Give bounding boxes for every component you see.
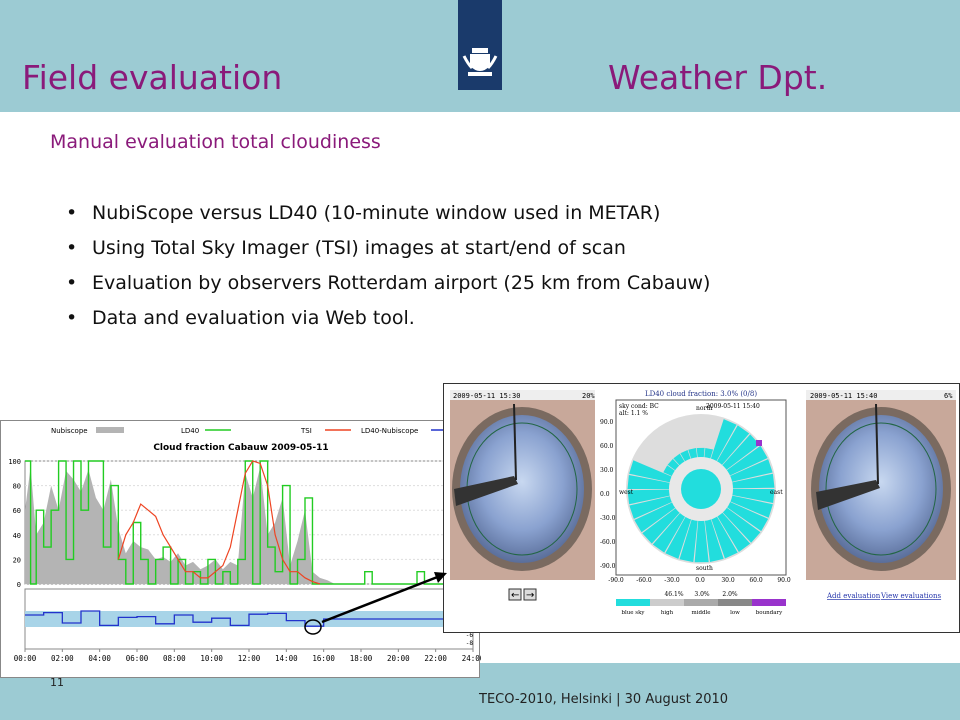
blue-sky-sector <box>694 489 709 563</box>
polar-x-tick: 60.0 <box>749 577 763 584</box>
tsi-left-image: 2009-05-11 15:30 20% <box>450 390 595 580</box>
legend-percent: 2.0% <box>722 591 738 598</box>
department-title: Weather Dpt. <box>608 58 828 97</box>
polar-y-tick: -90.0 <box>600 563 616 570</box>
slide-title: Field evaluation <box>22 58 283 97</box>
tsi-right-zoom: 6% <box>944 392 953 400</box>
page-number: 11 <box>50 676 64 689</box>
tsi-nav-buttons: ← → <box>508 588 537 601</box>
polar-y-tick: -30.0 <box>600 515 616 522</box>
east-label: east <box>770 489 783 496</box>
legend-color-cell <box>616 599 650 606</box>
x-tick-label: 08:00 <box>163 654 186 663</box>
bullet-list: NubiScope versus LD40 (10-minute window … <box>60 202 710 342</box>
legend-color-cell <box>684 599 718 606</box>
legend-category-label: blue sky <box>621 610 645 616</box>
previous-button[interactable] <box>508 588 522 601</box>
legend-swatch <box>96 427 124 433</box>
series-ld40-line <box>25 460 473 585</box>
polar-y-tick: -60.0 <box>600 539 616 546</box>
legend-category-label: high <box>661 610 674 616</box>
series-nubiscope-area <box>25 467 473 584</box>
tsi-right-timestamp: 2009-05-11 15:40 <box>810 392 877 400</box>
polar-y-tick: 30.0 <box>600 467 614 474</box>
add-evaluation-link[interactable]: Add evaluation <box>826 592 881 600</box>
polar-core <box>681 469 721 509</box>
legend-color-cell <box>650 599 684 606</box>
tsi-left-timestamp: 2009-05-11 15:30 <box>453 392 520 400</box>
tsi-right-image: 2009-05-11 15:40 6% <box>806 390 956 580</box>
center-title: LD40 cloud fraction: 3.0% (0/8) <box>645 390 757 398</box>
difference-tick-label: -8 <box>466 640 474 647</box>
legend-label: LD40 <box>181 427 199 435</box>
x-tick-label: 12:00 <box>238 654 261 663</box>
polar-y-tick: 0.0 <box>600 491 610 498</box>
legend-category-label: low <box>730 610 740 616</box>
x-tick-label: 04:00 <box>88 654 111 663</box>
legend-label: LD40-Nubiscope <box>361 427 418 435</box>
sky-condition: sky cond: BC <box>619 403 659 410</box>
cloud-fraction-chart: Nubiscope LD40 TSI LD40-Nubiscope Cloud frac… <box>0 420 481 678</box>
tsi-panel-svg: 2009-05-11 15:30 20% LD40 cloud fraction… <box>450 390 956 616</box>
x-tick-label: 06:00 <box>126 654 149 663</box>
polar-x-tick: 90.0 <box>777 577 791 584</box>
chart-title: Cloud fraction Cabauw 2009-05-11 <box>153 443 328 453</box>
boundary-cell <box>756 440 762 446</box>
legend-category-label: middle <box>691 610 710 616</box>
polar-x-tick: -60.0 <box>636 577 652 584</box>
x-tick-label: 00:00 <box>14 654 37 663</box>
x-tick-label: 10:00 <box>200 654 223 663</box>
x-tick-label: 24:00 <box>462 654 481 663</box>
x-tick-label: 14:00 <box>275 654 298 663</box>
bullet-item: Data and evaluation via Web tool. <box>60 307 710 342</box>
tsi-center-polar-plot: LD40 cloud fraction: 3.0% (0/8) sky cond:… <box>600 390 791 616</box>
x-tick-label: 20:00 <box>387 654 410 663</box>
tsi-web-tool-panel: 2009-05-11 15:30 20% LD40 cloud fraction… <box>443 383 960 633</box>
government-emblem <box>458 0 502 90</box>
cloud-fraction-chart-svg: Nubiscope LD40 TSI LD40-Nubiscope Cloud frac… <box>8 427 481 663</box>
polar-x-tick: 30.0 <box>721 577 735 584</box>
x-tick-label: 22:00 <box>424 654 447 663</box>
legend-label: Nubiscope <box>51 427 88 435</box>
footer-text: TECO-2010, Helsinki | 30 August 2010 <box>479 692 729 707</box>
polar-y-tick: 90.0 <box>600 419 614 426</box>
north-label: north <box>696 405 713 412</box>
legend-category-label: boundary <box>756 610 783 616</box>
south-label: south <box>696 565 713 572</box>
polar-x-tick: -30.0 <box>664 577 680 584</box>
polar-x-tick: -90.0 <box>608 577 624 584</box>
bullet-item: Using Total Sky Imager (TSI) images at s… <box>60 237 710 272</box>
bullet-item: Evaluation by observers Rotterdam airpor… <box>60 272 710 307</box>
tsi-left-zoom: 20% <box>582 392 595 400</box>
legend-color-cell <box>718 599 752 606</box>
x-tick-label: 16:00 <box>312 654 335 663</box>
y-tick-label: 60 <box>13 507 21 515</box>
legend-percent: 3.0% <box>694 591 710 598</box>
polar-y-tick: 60.0 <box>600 443 614 450</box>
x-tick-label: 18:00 <box>350 654 373 663</box>
series-tsi-line <box>117 460 321 585</box>
polar-x-tick: 0.0 <box>695 577 705 584</box>
slide-subtitle: Manual evaluation total cloudiness <box>50 131 381 153</box>
x-tick-label: 02:00 <box>51 654 74 663</box>
arrow-right-icon: → <box>526 590 534 601</box>
y-tick-label: 80 <box>13 483 21 491</box>
y-tick-label: 20 <box>13 556 21 564</box>
difference-tick-label: -6 <box>466 632 474 639</box>
bullet-item: NubiScope versus LD40 (10-minute window … <box>60 202 710 237</box>
altitude-info: alt: 1.1 % <box>619 410 648 417</box>
legend-label: TSI <box>300 427 312 435</box>
legend-percent: 46.1% <box>664 591 683 598</box>
next-button[interactable] <box>523 588 537 601</box>
y-tick-label: 0 <box>17 581 21 589</box>
view-evaluations-link[interactable]: View evaluations <box>880 592 941 600</box>
legend-color-cell <box>752 599 786 606</box>
arrow-left-icon: ← <box>511 590 519 601</box>
y-tick-label: 40 <box>13 532 21 540</box>
west-label: west <box>619 489 634 496</box>
crest-icon <box>462 48 498 76</box>
center-timestamp: 2009-05-11 15:40 <box>706 403 760 410</box>
y-tick-label: 100 <box>8 458 21 466</box>
